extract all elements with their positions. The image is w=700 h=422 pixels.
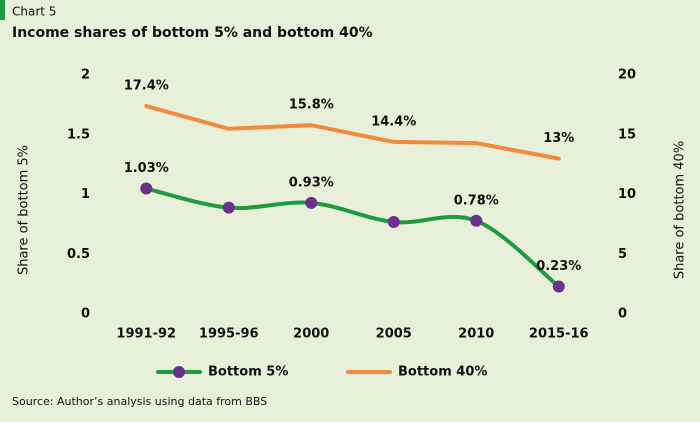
- legend-marker: [173, 366, 185, 378]
- y-tick-label: 2: [81, 68, 90, 83]
- value-label: 0.23%: [536, 259, 581, 274]
- y-tick-label: 0: [81, 307, 90, 322]
- x-tick-label: 1991-92: [116, 327, 176, 342]
- marker: [470, 214, 483, 227]
- x-tick-label: 2000: [293, 327, 329, 342]
- header-accent: [0, 0, 5, 20]
- y2-tick-label: 10: [618, 187, 636, 202]
- x-tick-label: 1995-96: [199, 327, 259, 342]
- series-line: [144, 104, 561, 161]
- value-label: 17.4%: [124, 79, 169, 94]
- y2-axis-label: Share of bottom 40%: [673, 141, 688, 279]
- chart-title: Income shares of bottom 5% and bottom 40…: [12, 25, 373, 41]
- value-label: 15.8%: [289, 98, 334, 113]
- y-axis-label: Share of bottom 5%: [17, 145, 32, 275]
- value-label: 0.93%: [289, 175, 334, 190]
- x-tick-label: 2010: [458, 327, 494, 342]
- y2-tick-label: 0: [618, 307, 627, 322]
- legend-label: Bottom 5%: [208, 365, 288, 380]
- value-label: 1.03%: [124, 161, 169, 176]
- marker: [387, 215, 400, 228]
- chart-label: Chart 5: [12, 5, 56, 19]
- source: Source: Author’s analysis using data fro…: [12, 395, 267, 408]
- y2-tick-label: 20: [618, 68, 636, 83]
- series-line: [144, 186, 561, 289]
- value-label: 13%: [543, 131, 574, 146]
- marker: [140, 182, 153, 195]
- y-tick-label: 1: [81, 187, 90, 202]
- value-label: 0.78%: [454, 193, 499, 208]
- value-label: 14.4%: [371, 114, 416, 129]
- x-tick-label: 2015-16: [529, 327, 589, 342]
- y2-tick-label: 5: [618, 247, 627, 262]
- y-tick-label: 0.5: [67, 247, 90, 262]
- x-tick-label: 2005: [376, 327, 412, 342]
- marker: [222, 201, 235, 214]
- y2-tick-label: 15: [618, 127, 636, 142]
- y-tick-label: 1.5: [67, 127, 90, 142]
- legend-label: Bottom 40%: [398, 365, 487, 380]
- marker: [305, 196, 318, 209]
- marker: [552, 280, 565, 293]
